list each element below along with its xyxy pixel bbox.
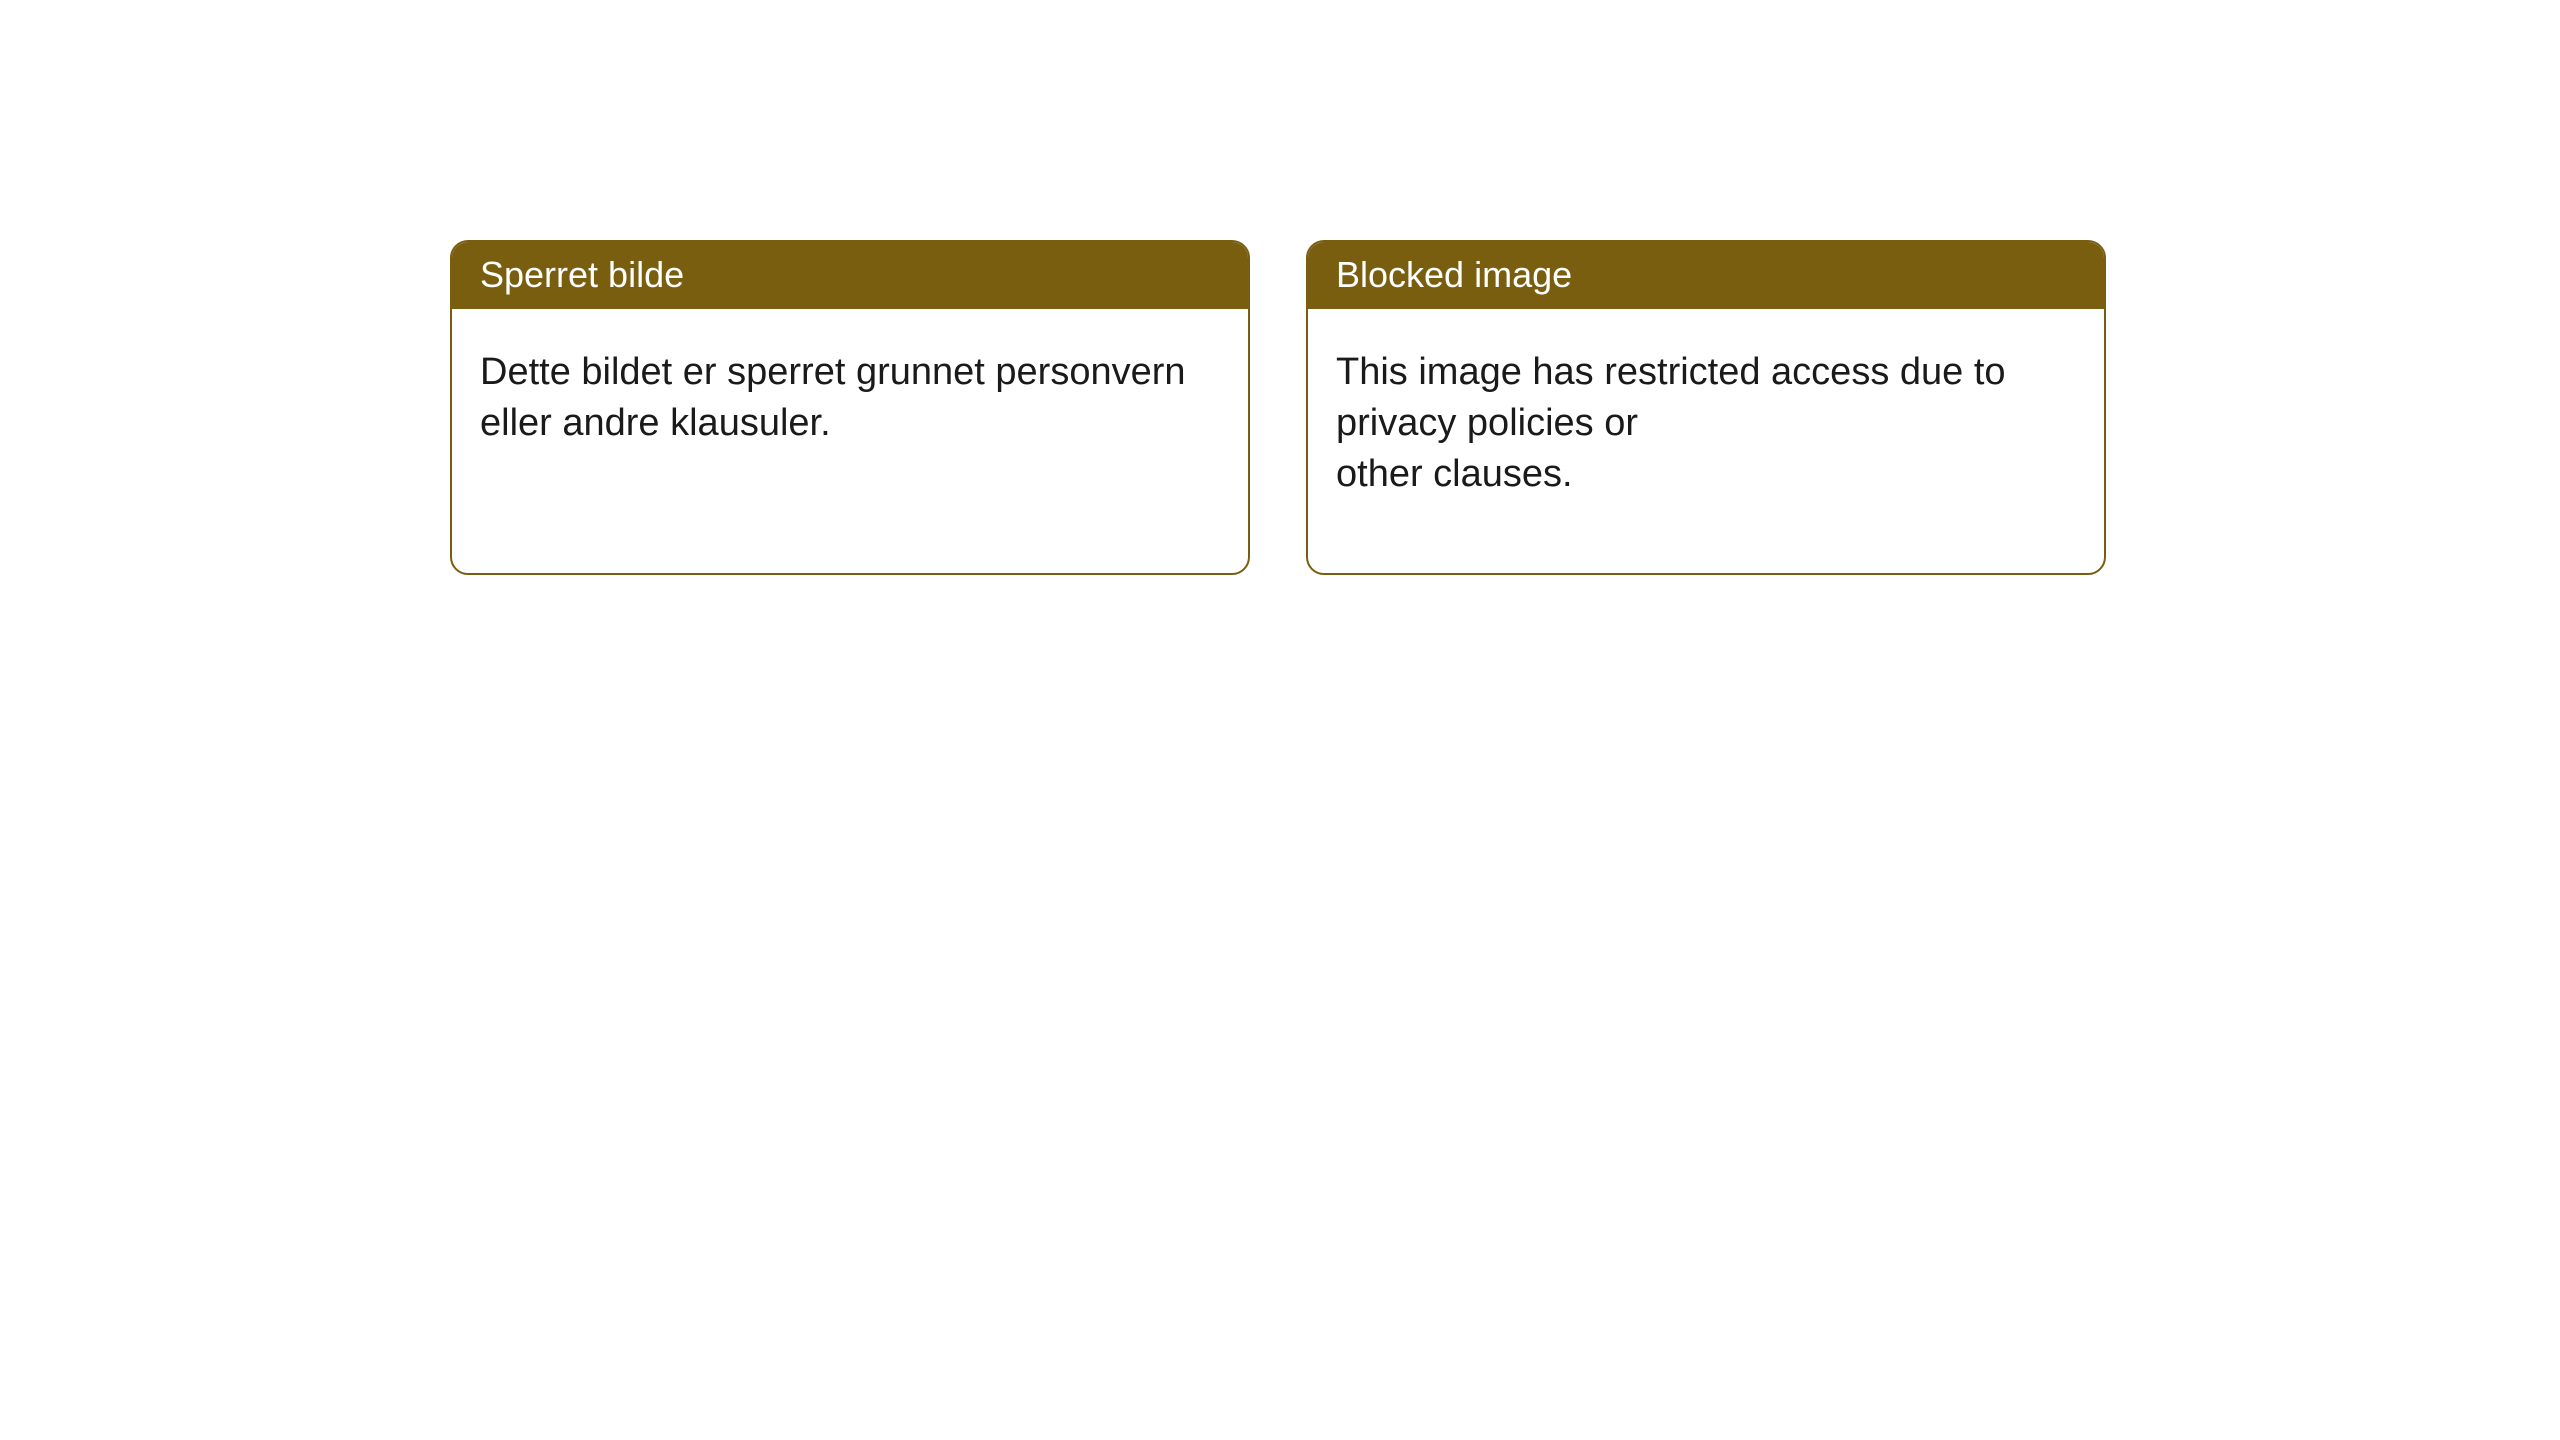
notice-body-english: This image has restricted access due to … xyxy=(1308,309,2104,573)
notice-header-norwegian: Sperret bilde xyxy=(452,242,1248,309)
notice-body-norwegian: Dette bildet er sperret grunnet personve… xyxy=(452,309,1248,522)
notice-header-english: Blocked image xyxy=(1308,242,2104,309)
notice-card-english: Blocked image This image has restricted … xyxy=(1306,240,2106,575)
notice-card-norwegian: Sperret bilde Dette bildet er sperret gr… xyxy=(450,240,1250,575)
notice-container: Sperret bilde Dette bildet er sperret gr… xyxy=(0,0,2560,575)
